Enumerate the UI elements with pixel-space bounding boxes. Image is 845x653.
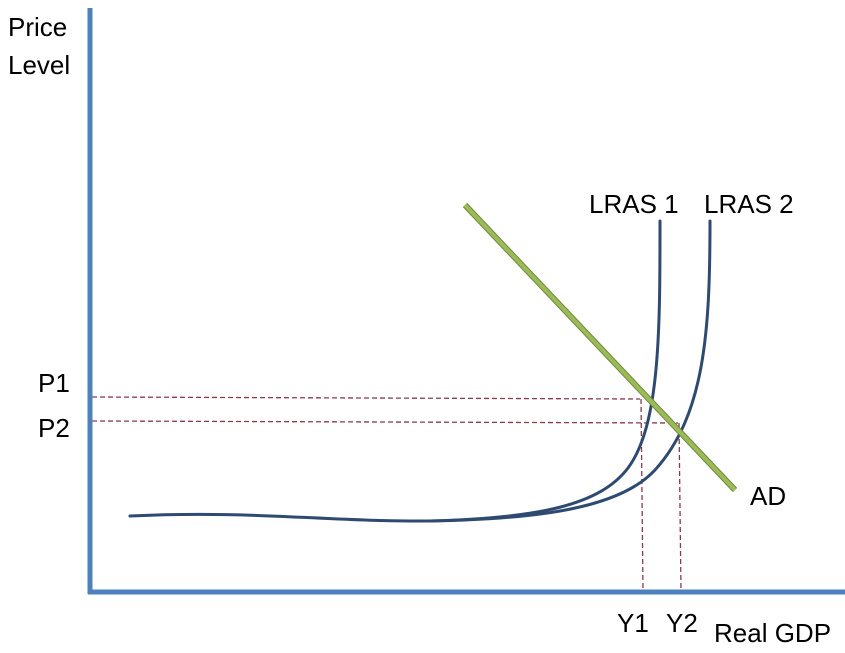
guide-lines (91, 396, 682, 592)
lras2-label: LRAS 2 (704, 189, 794, 219)
lras1-label: LRAS 1 (589, 189, 679, 219)
lras2-curve (428, 219, 712, 523)
y-axis-label-line1: Price (8, 12, 67, 42)
p2-label: P2 (38, 413, 70, 443)
axes (87, 8, 845, 595)
x-axis-label: Real GDP (714, 618, 831, 648)
y-axis-label-line2: Level (8, 50, 70, 80)
y2-guide-line (678, 422, 682, 592)
ad-line (463, 203, 737, 492)
p1-label: P1 (38, 368, 70, 398)
lras1-curve (128, 219, 662, 523)
p2-guide-line (91, 420, 679, 424)
y2-label: Y2 (666, 608, 698, 638)
y1-guide-line (640, 398, 644, 592)
y1-label: Y1 (617, 608, 649, 638)
ad-label: AD (750, 481, 786, 511)
p1-guide-line (91, 396, 641, 400)
